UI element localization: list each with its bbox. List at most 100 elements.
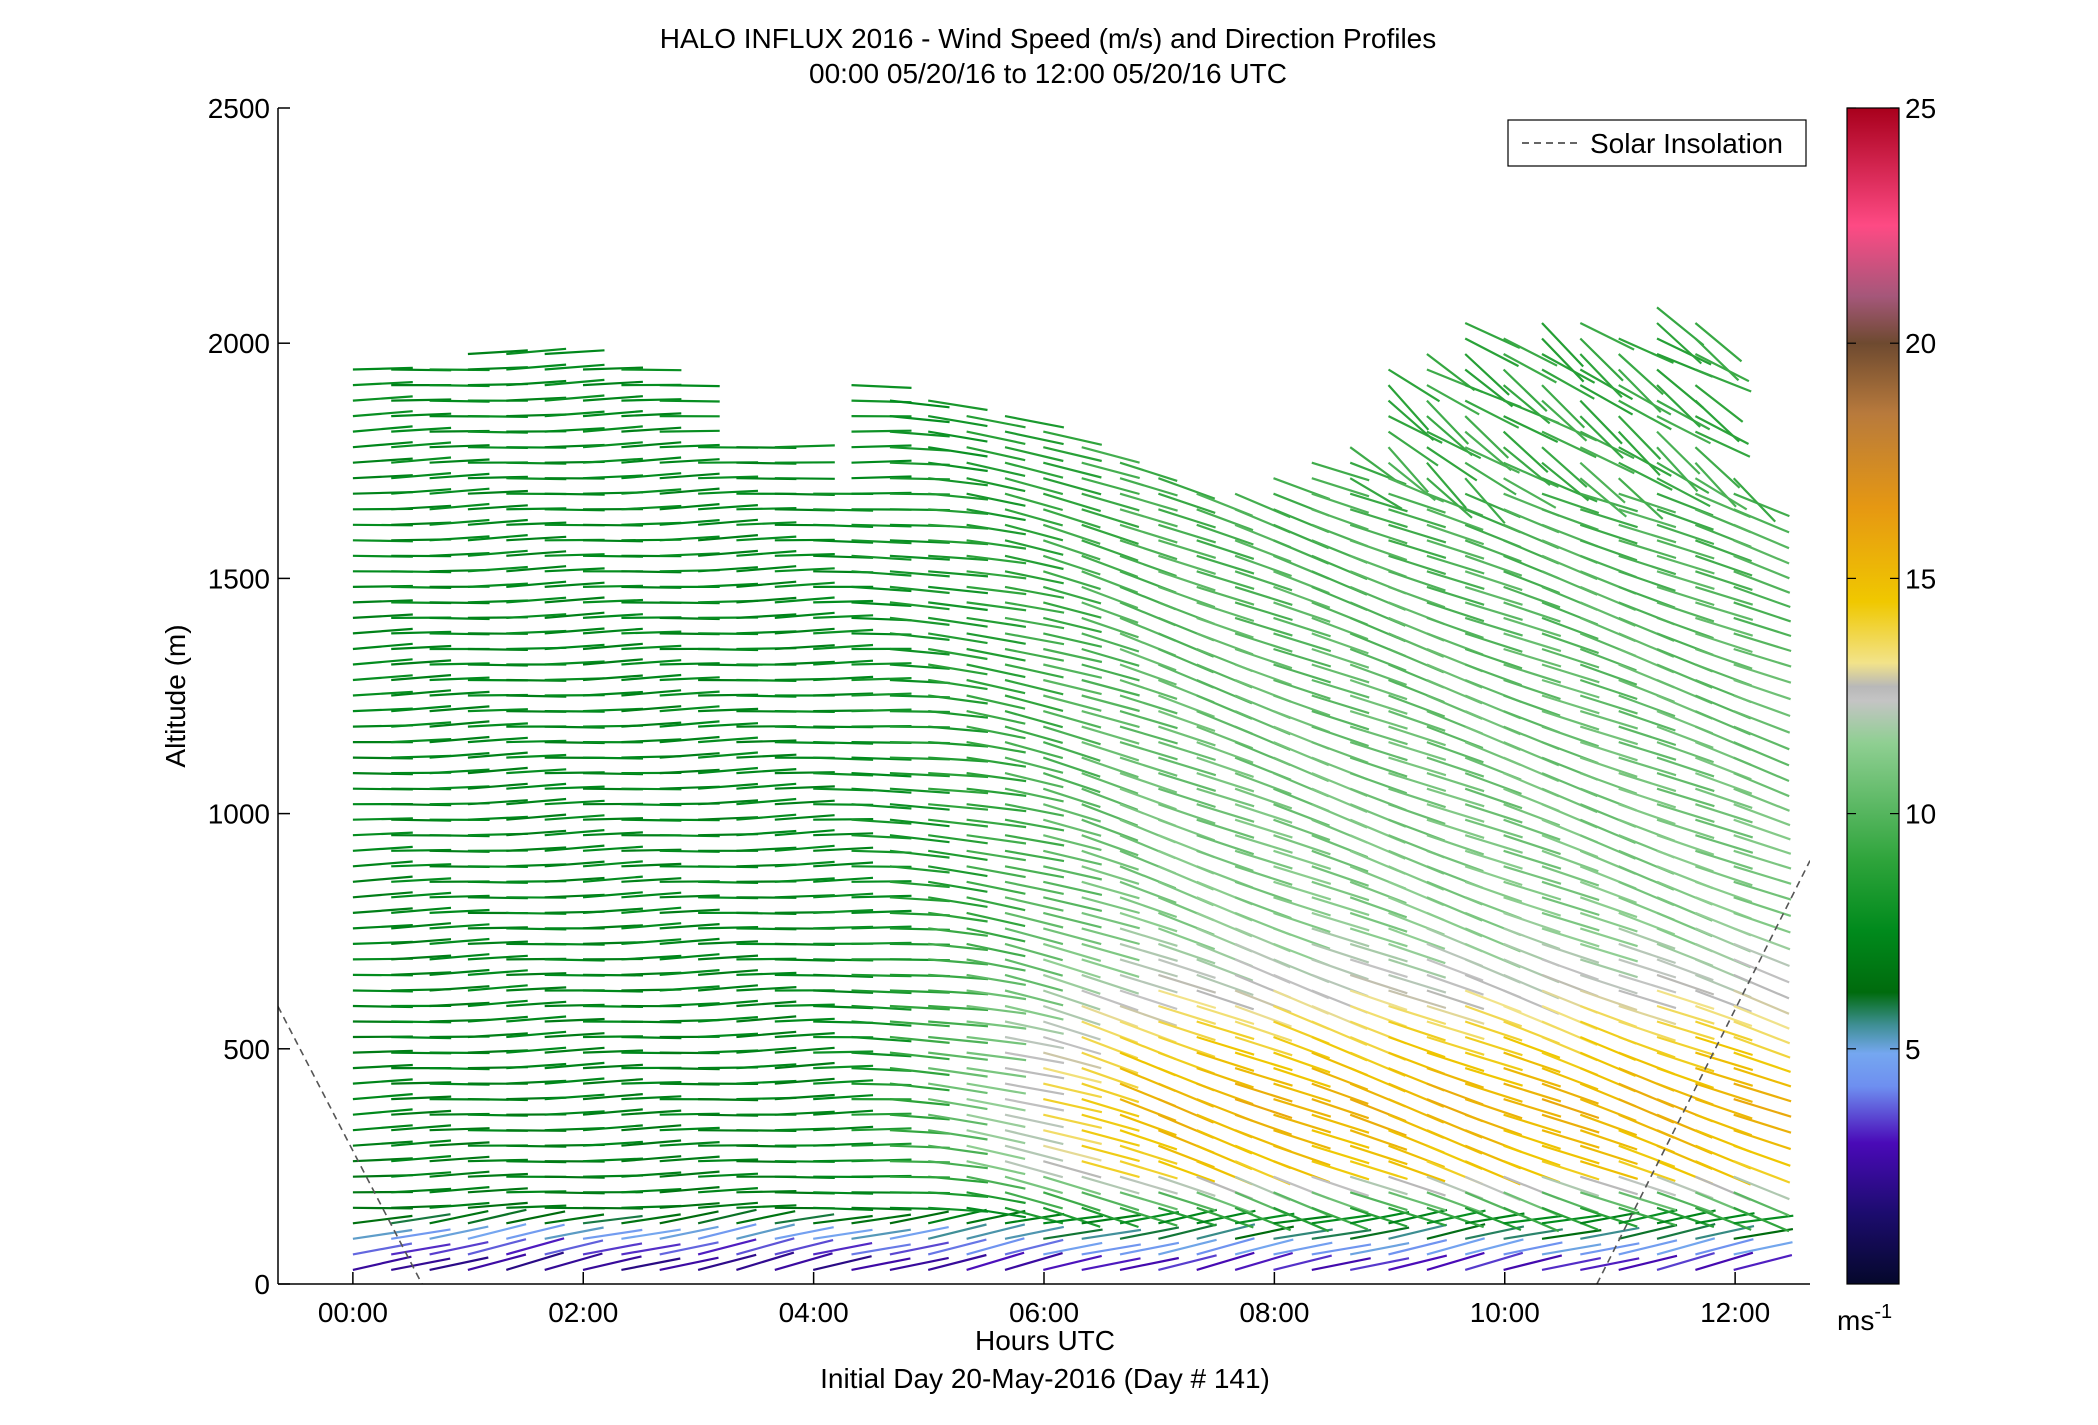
- wind-barb: [1081, 911, 1140, 930]
- wind-barb: [1733, 1206, 1790, 1233]
- wind-barb: [506, 986, 567, 992]
- wind-barb: [1043, 678, 1102, 696]
- wind-barb: [1234, 1020, 1293, 1042]
- wind-barb: [966, 430, 1026, 445]
- wind-barb: [1695, 1082, 1753, 1103]
- wind-barb: [1656, 539, 1715, 560]
- wind-barb: [429, 752, 490, 759]
- wind-barb: [1196, 1237, 1255, 1256]
- wind-barb: [1695, 632, 1753, 654]
- wind-barb: [1579, 911, 1638, 933]
- wind-barb: [966, 1223, 1026, 1240]
- wind-barb: [1541, 616, 1599, 640]
- wind-barb: [1695, 1113, 1753, 1137]
- wind-barb: [1579, 384, 1634, 416]
- wind-barb: [813, 599, 874, 604]
- wind-barb: [1004, 1020, 1064, 1035]
- wind-barb: [1119, 492, 1178, 512]
- wind-barb: [928, 942, 989, 952]
- wind-barb: [889, 1082, 950, 1092]
- wind-barb: [621, 922, 682, 930]
- wind-barb: [1081, 461, 1140, 480]
- wind-barb: [698, 504, 758, 511]
- wind-barb: [928, 834, 988, 845]
- wind-barb: [352, 817, 413, 821]
- wind-barb: [1426, 958, 1484, 982]
- wind-barb: [1004, 725, 1063, 744]
- wind-barb: [352, 924, 413, 930]
- wind-barb: [1004, 601, 1065, 614]
- wind-barb: [1043, 663, 1103, 679]
- wind-barb: [659, 1141, 720, 1147]
- wind-barb: [1042, 1191, 1101, 1212]
- wind-barb: [698, 984, 758, 992]
- wind-barb: [1579, 415, 1624, 459]
- wind-barb: [1042, 1004, 1101, 1026]
- wind-barb: [582, 891, 643, 899]
- wind-barb: [1541, 322, 1584, 368]
- wind-barb: [544, 829, 605, 837]
- wind-barb: [774, 1110, 835, 1116]
- wind-barb: [698, 940, 759, 945]
- wind-barb: [1119, 741, 1178, 761]
- wind-barb: [698, 999, 758, 1008]
- wind-barb: [582, 907, 643, 914]
- wind-barb: [1618, 399, 1672, 431]
- wind-barb: [544, 799, 605, 806]
- wind-barb: [582, 831, 643, 837]
- wind-barb: [1273, 616, 1331, 638]
- wind-barb: [467, 1015, 528, 1023]
- wind-barb: [736, 986, 797, 992]
- wind-barb: [1081, 741, 1140, 762]
- wind-barb: [544, 876, 605, 883]
- wind-barb: [506, 1079, 567, 1085]
- wind-barb: [391, 1228, 451, 1240]
- wind-barb: [1656, 756, 1715, 778]
- wind-barb: [1541, 896, 1600, 917]
- wind-barb: [391, 630, 452, 635]
- wind-barb: [544, 611, 605, 619]
- wind-barb: [1464, 865, 1523, 887]
- wind-barb: [1081, 1191, 1140, 1212]
- wind-barb: [1119, 694, 1178, 715]
- wind-barb: [1694, 415, 1750, 445]
- wind-barb: [429, 1170, 490, 1178]
- wind-barb: [1119, 1160, 1178, 1180]
- wind-barb: [352, 860, 413, 868]
- wind-barb: [1043, 1160, 1102, 1179]
- wind-barb: [889, 1051, 950, 1061]
- wind-barb: [1579, 1191, 1638, 1212]
- wind-barb: [1043, 896, 1103, 912]
- wind-barb: [1081, 1160, 1140, 1179]
- wind-barb: [736, 797, 797, 806]
- wind-barb: [1158, 989, 1217, 1010]
- wind-barb: [966, 725, 1026, 740]
- wind-barb: [1388, 415, 1443, 444]
- wind-barb: [1618, 989, 1677, 1010]
- wind-barb: [1043, 911, 1102, 929]
- wind-barb: [1695, 616, 1754, 637]
- wind-barb: [1464, 353, 1510, 396]
- wind-barb: [851, 909, 912, 914]
- wind-barb: [544, 349, 605, 356]
- wind-barb: [1656, 1206, 1715, 1228]
- wind-barb: [1119, 1004, 1178, 1027]
- wind-barb: [1234, 1051, 1293, 1072]
- wind-barb: [1004, 508, 1063, 527]
- wind-barb: [506, 1000, 567, 1008]
- wind-barb: [736, 565, 797, 573]
- wind-barb: [1158, 1020, 1216, 1042]
- wind-barb: [1234, 554, 1292, 578]
- wind-barb: [582, 1214, 643, 1225]
- wind-barb: [1503, 663, 1562, 684]
- wind-barb: [429, 458, 490, 464]
- wind-barb: [391, 1139, 452, 1147]
- wind-barb: [1349, 942, 1408, 963]
- wind-barb: [1388, 710, 1446, 732]
- wind-barb: [889, 787, 950, 794]
- wind-barb: [1618, 958, 1677, 979]
- wind-barb: [1043, 1051, 1102, 1070]
- wind-barb: [582, 1078, 643, 1085]
- wind-barb: [1695, 647, 1753, 670]
- wind-barb: [1388, 741, 1447, 761]
